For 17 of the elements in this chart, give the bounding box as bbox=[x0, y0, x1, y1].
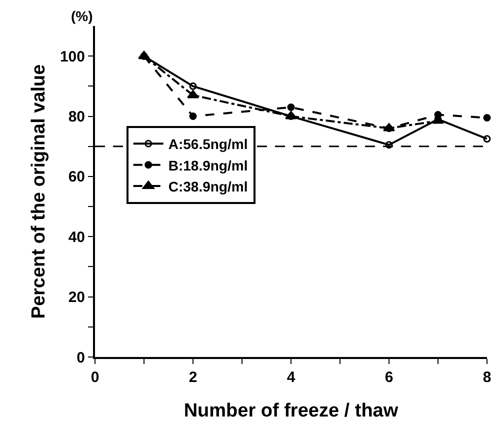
x-tick-label: 4 bbox=[286, 369, 296, 386]
y-tick-label: 0 bbox=[76, 349, 85, 366]
x-axis-title: Number of freeze / thaw bbox=[184, 400, 398, 422]
y-tick-label: 80 bbox=[68, 108, 85, 126]
x-tick-label: 2 bbox=[188, 369, 198, 386]
x-tick-label: 0 bbox=[90, 369, 100, 386]
text: (%) bbox=[71, 8, 93, 24]
x-tick-label: 8 bbox=[482, 369, 492, 386]
legend-label: C:38.9ng/ml bbox=[168, 178, 248, 194]
y-tick-label: 40 bbox=[68, 228, 85, 246]
y-tick-label: 60 bbox=[68, 168, 85, 186]
x-tick-label: 6 bbox=[384, 369, 394, 386]
legend-label: A:56.5ng/ml bbox=[168, 136, 248, 152]
y-tick-label: 100 bbox=[60, 48, 85, 66]
y-tick-label: 20 bbox=[68, 289, 85, 306]
y-axis-title: Percent of the original value bbox=[28, 64, 50, 319]
legend-label: B:18.9ng/ml bbox=[168, 157, 248, 174]
